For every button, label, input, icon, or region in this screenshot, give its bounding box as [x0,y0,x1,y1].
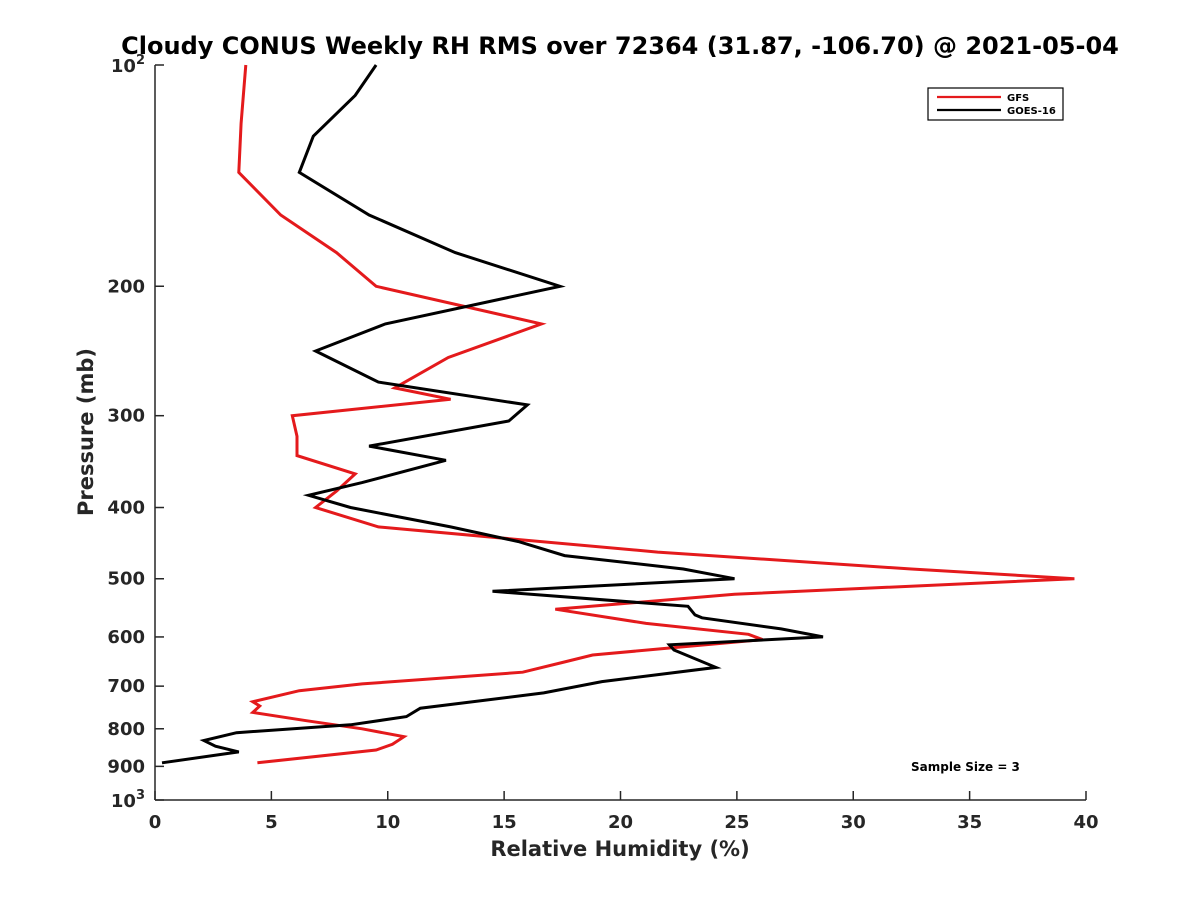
legend: GFS GOES-16 [927,87,1064,121]
x-tick-label: 5 [265,812,278,833]
series-line-gfs [237,64,1075,765]
x-axis-label: Relative Humidity (%) [490,837,749,861]
y-tick-label: 500 [107,569,145,590]
y-tick-label: 600 [107,627,145,648]
legend-label-gfs: GFS [1007,93,1029,104]
x-ticks: 0 5 10 15 20 25 30 35 40 [149,791,1099,833]
y-tick-label-power: 103 [111,788,145,812]
x-tick-label: 10 [375,812,400,833]
x-tick-label: 15 [492,812,517,833]
x-tick-label: 20 [608,812,633,833]
y-tick-label: 700 [107,676,145,697]
y-ticks: 200 300 400 500 600 700 800 900 102 103 [107,53,164,812]
sample-size-annotation: Sample Size = 3 [911,760,1020,774]
y-tick-label: 200 [107,276,145,297]
x-tick-label: 35 [957,812,982,833]
x-tick-label: 30 [841,812,866,833]
y-tick-label: 900 [107,756,145,777]
y-axis-label: Pressure (mb) [74,348,98,516]
y-tick-label: 400 [107,498,145,519]
y-tick-label-power: 102 [111,53,145,77]
y-tick-label: 300 [107,406,145,427]
series-lines [161,64,1075,765]
x-tick-label: 0 [149,812,162,833]
series-line-goes16 [161,64,824,765]
chart-title: Cloudy CONUS Weekly RH RMS over 72364 (3… [121,32,1119,60]
x-tick-label: 40 [1073,812,1098,833]
x-tick-label: 25 [724,812,749,833]
legend-label-goes16: GOES-16 [1007,106,1056,117]
legend-box [927,87,1064,121]
y-tick-label: 800 [107,719,145,740]
